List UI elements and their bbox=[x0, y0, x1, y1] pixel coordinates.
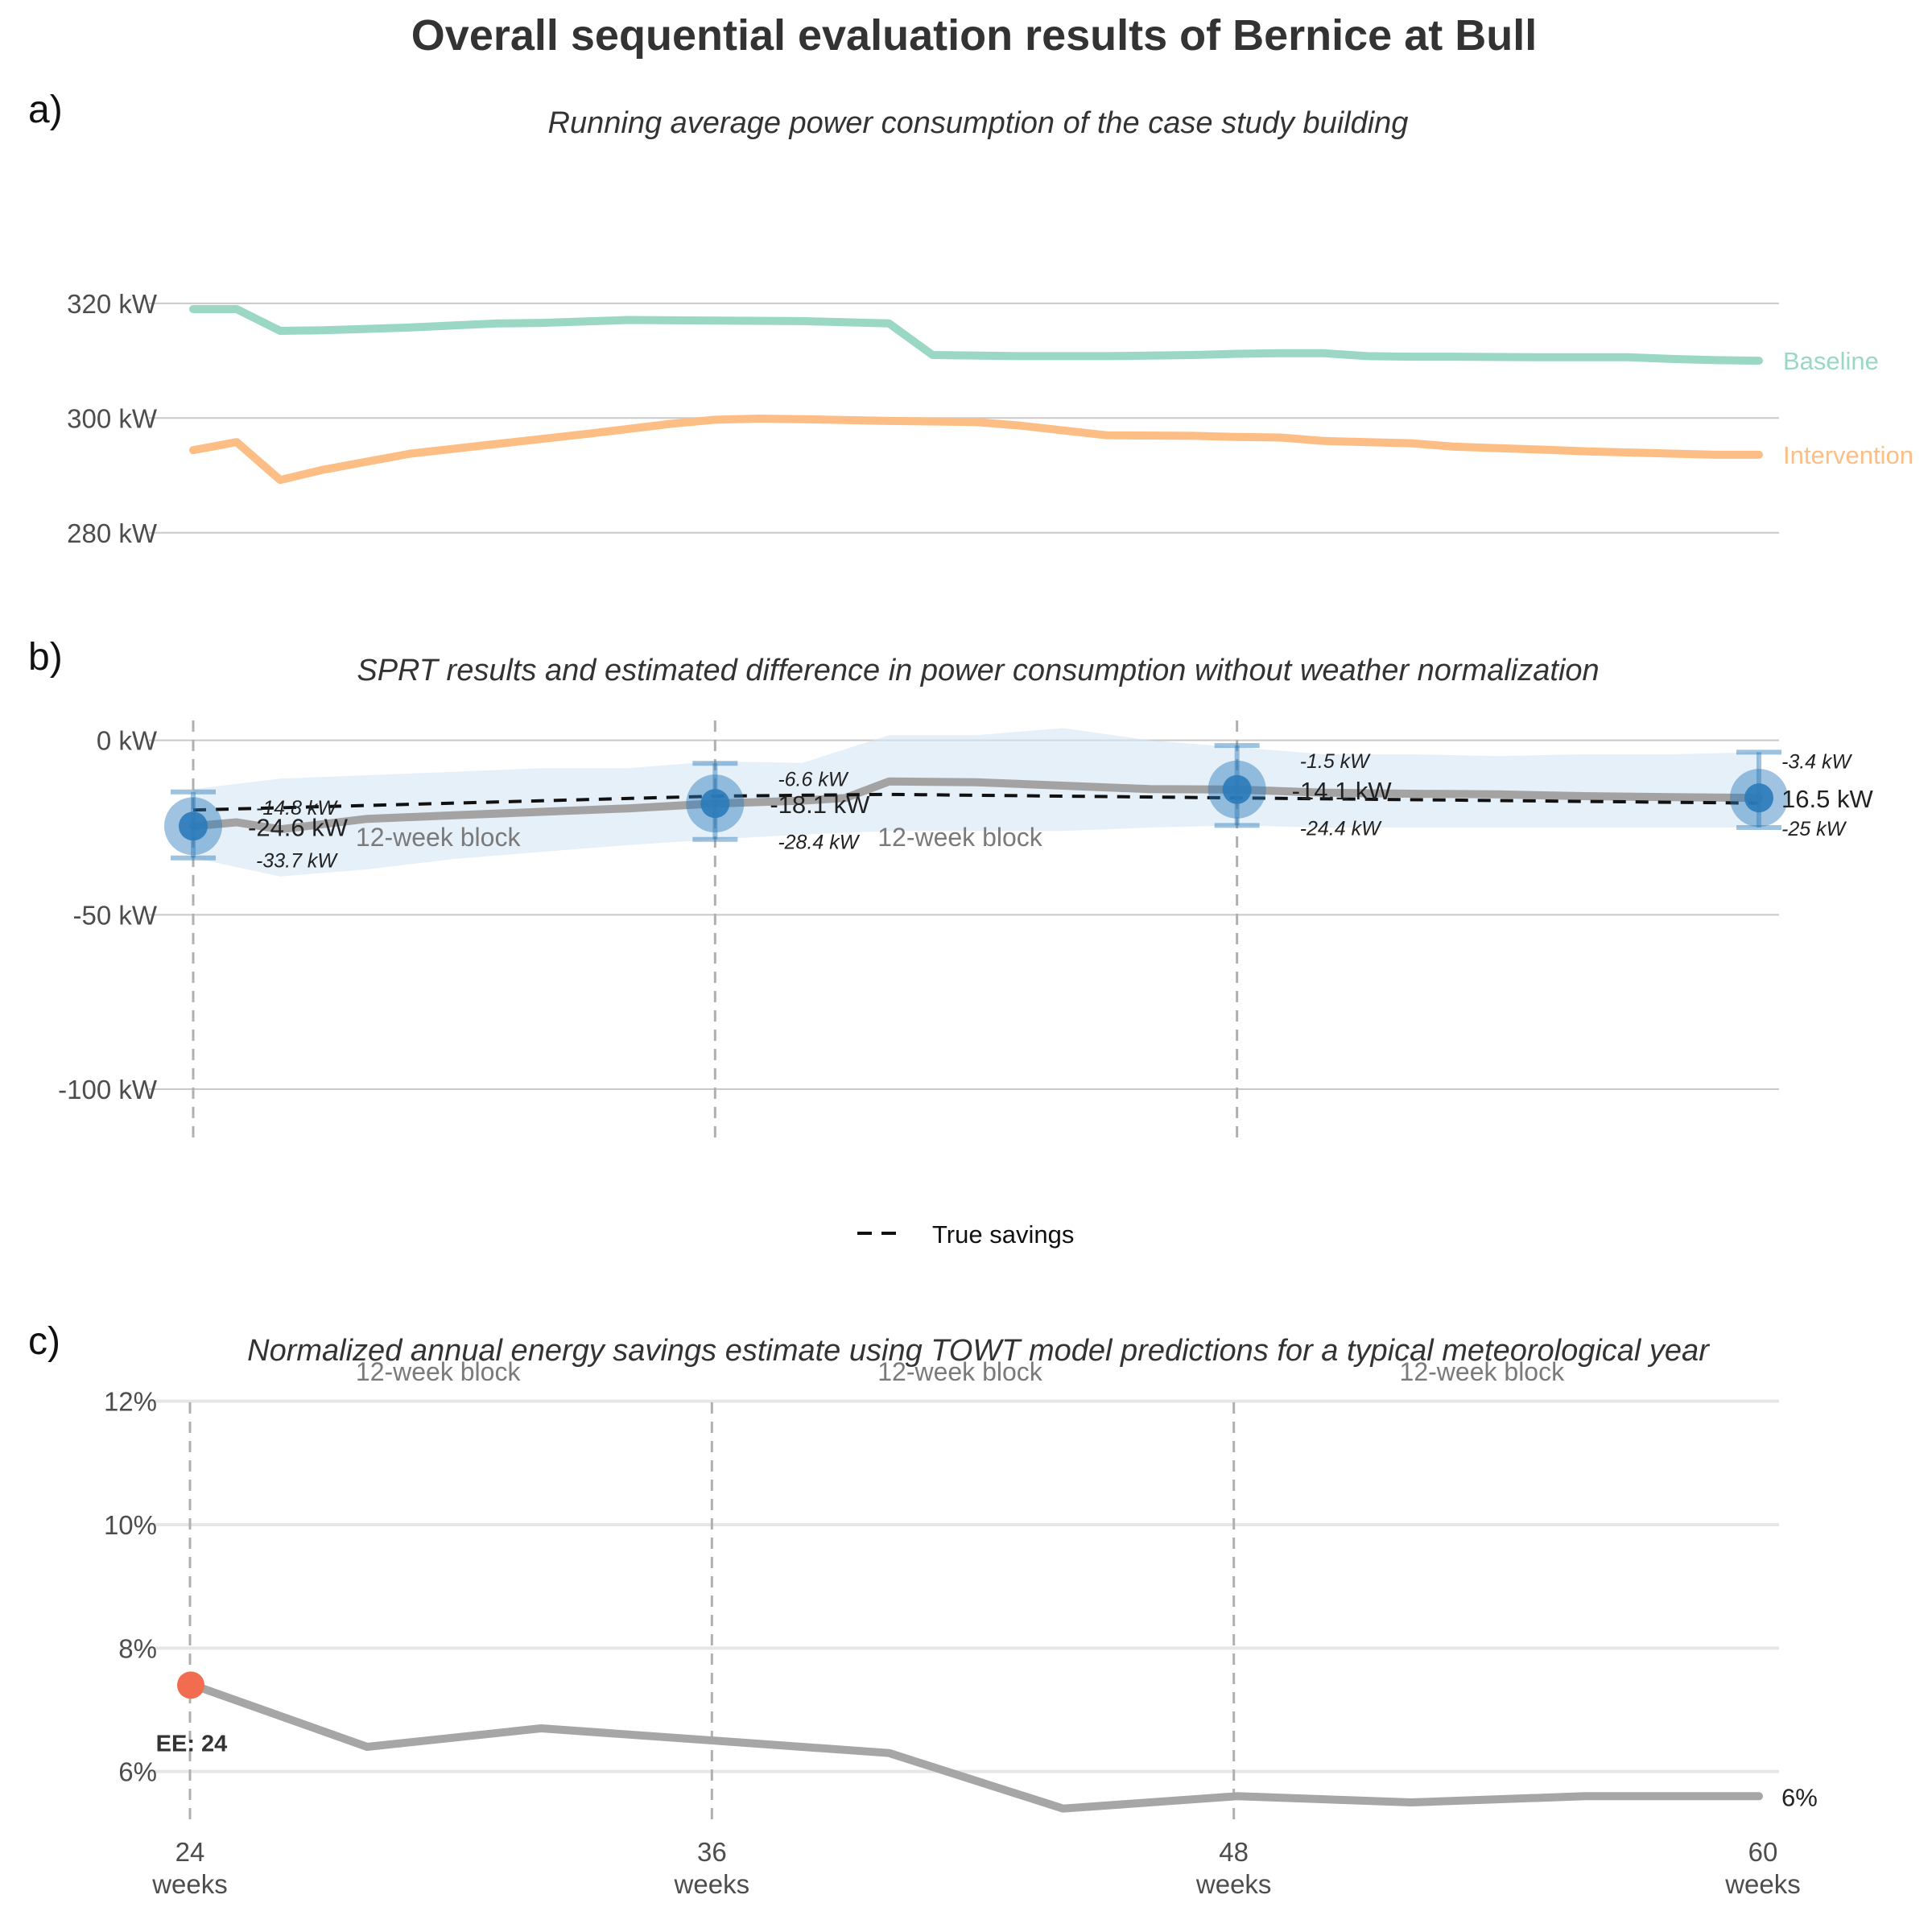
b-sprt-point bbox=[700, 789, 730, 819]
a-series-intervention-label: Intervention bbox=[1783, 441, 1913, 469]
c-xtick-unit: weeks bbox=[1195, 1869, 1272, 1899]
a-series-intervention-line bbox=[189, 415, 1763, 485]
b-sprt-point bbox=[1744, 783, 1773, 813]
b-upper-label: -1.5 kW bbox=[1300, 750, 1372, 773]
b-estimate-label: 16.5 kW bbox=[1781, 785, 1873, 813]
a-series-baseline-label: Baseline bbox=[1783, 347, 1879, 375]
b-lower-label: -28.4 kW bbox=[778, 832, 860, 854]
c-xtick-label: 48 bbox=[1219, 1837, 1249, 1867]
c-block-label: 12-week block bbox=[877, 1357, 1043, 1386]
c-block-label: 12-week block bbox=[1400, 1357, 1566, 1386]
c-block-label: 12-week block bbox=[356, 1357, 522, 1386]
a-ytick-label: 300 kW bbox=[67, 403, 158, 433]
a-ytick-label: 320 kW bbox=[67, 289, 158, 319]
panel-a-letter: a) bbox=[28, 89, 63, 131]
b-estimate-line bbox=[189, 777, 1763, 834]
b-true-savings-line bbox=[192, 792, 1760, 812]
panel-b-title: SPRT results and estimated difference in… bbox=[357, 654, 1599, 687]
panel-c-letter: c) bbox=[28, 1320, 60, 1363]
b-ytick-label: -50 kW bbox=[72, 900, 157, 930]
c-ytick-label: 12% bbox=[104, 1387, 157, 1417]
c-xtick-label: 60 bbox=[1748, 1837, 1778, 1867]
b-sprt-point bbox=[179, 811, 208, 841]
a-series-baseline-line bbox=[189, 305, 1763, 365]
c-xtick-label: 24 bbox=[175, 1837, 205, 1867]
c-xtick-unit: weeks bbox=[674, 1869, 750, 1899]
panel-b: b) SPRT results and estimated difference… bbox=[28, 636, 1873, 1139]
panel-a-title: Running average power consumption of the… bbox=[548, 106, 1409, 140]
b-confidence-band bbox=[193, 728, 1759, 877]
legend-true-savings-label: True savings bbox=[932, 1220, 1074, 1249]
b-ytick-label: -100 kW bbox=[58, 1075, 158, 1104]
legend: True savings bbox=[857, 1220, 1074, 1249]
b-upper-label: -6.6 kW bbox=[778, 768, 849, 791]
c-early-end-point bbox=[177, 1671, 204, 1699]
c-ytick-label: 10% bbox=[104, 1510, 157, 1540]
c-xtick-unit: weeks bbox=[151, 1869, 228, 1899]
b-estimate-label: -18.1 kW bbox=[770, 791, 870, 819]
c-ytick-label: 6% bbox=[118, 1757, 157, 1787]
c-savings-line bbox=[189, 1681, 1763, 1813]
panel-b-letter: b) bbox=[28, 636, 63, 679]
c-xtick-unit: weeks bbox=[1724, 1869, 1801, 1899]
b-upper-label: -3.4 kW bbox=[1781, 750, 1853, 773]
c-early-end-label: EE: 24 bbox=[156, 1731, 228, 1757]
b-lower-label: -33.7 kW bbox=[256, 850, 338, 873]
b-estimate-label: -14.1 kW bbox=[1292, 777, 1393, 805]
b-estimate-label: -24.6 kW bbox=[248, 813, 349, 841]
b-lower-label: -25 kW bbox=[1781, 818, 1847, 840]
figure-title: Overall sequential evaluation results of… bbox=[411, 11, 1537, 60]
panel-c: c) Normalized annual energy savings esti… bbox=[28, 1320, 1818, 1899]
b-upper-label: -14.8 kW bbox=[256, 797, 338, 819]
c-ytick-label: 8% bbox=[118, 1633, 157, 1663]
c-end-label: 6% bbox=[1781, 1783, 1818, 1811]
panel-c-title: Normalized annual energy savings estimat… bbox=[247, 1334, 1710, 1368]
b-ytick-label: 0 kW bbox=[97, 726, 158, 756]
b-sprt-point bbox=[1222, 774, 1252, 804]
b-block-label: 12-week block bbox=[877, 823, 1043, 852]
a-ytick-label: 280 kW bbox=[67, 518, 158, 548]
c-xtick-label: 36 bbox=[697, 1837, 727, 1867]
b-lower-label: -24.4 kW bbox=[1300, 817, 1382, 840]
b-block-label: 12-week block bbox=[356, 823, 522, 852]
panel-a: a) Running average power consumption of … bbox=[28, 89, 1913, 548]
